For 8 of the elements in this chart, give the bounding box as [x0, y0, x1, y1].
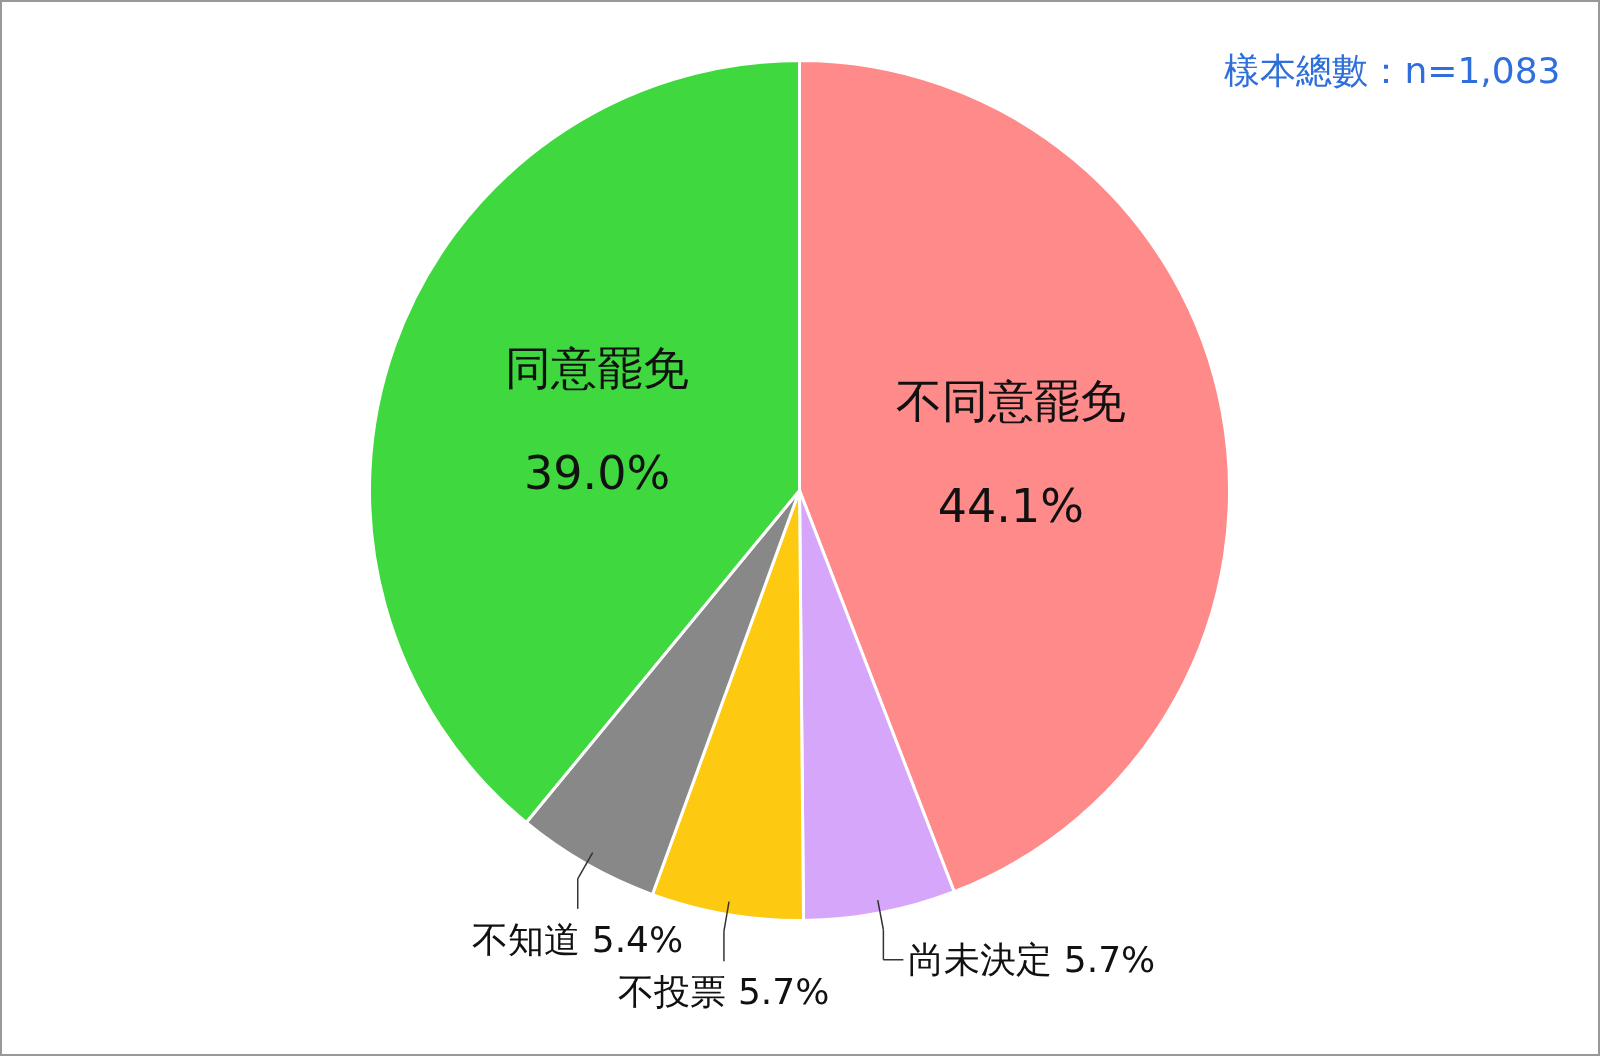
- slice-label: 尚未決定 5.7%: [908, 939, 1156, 981]
- data-label: 39.0%: [524, 445, 671, 500]
- data-label: 44.1%: [937, 479, 1084, 534]
- slice-label: 不同意罷免: [895, 374, 1126, 429]
- slice-label: 不投票 5.7%: [618, 971, 830, 1013]
- slice-label: 不知道 5.4%: [472, 918, 684, 960]
- text: 樣本總數：n=1,083: [1224, 50, 1561, 91]
- slice-label: 同意罷免: [505, 340, 690, 395]
